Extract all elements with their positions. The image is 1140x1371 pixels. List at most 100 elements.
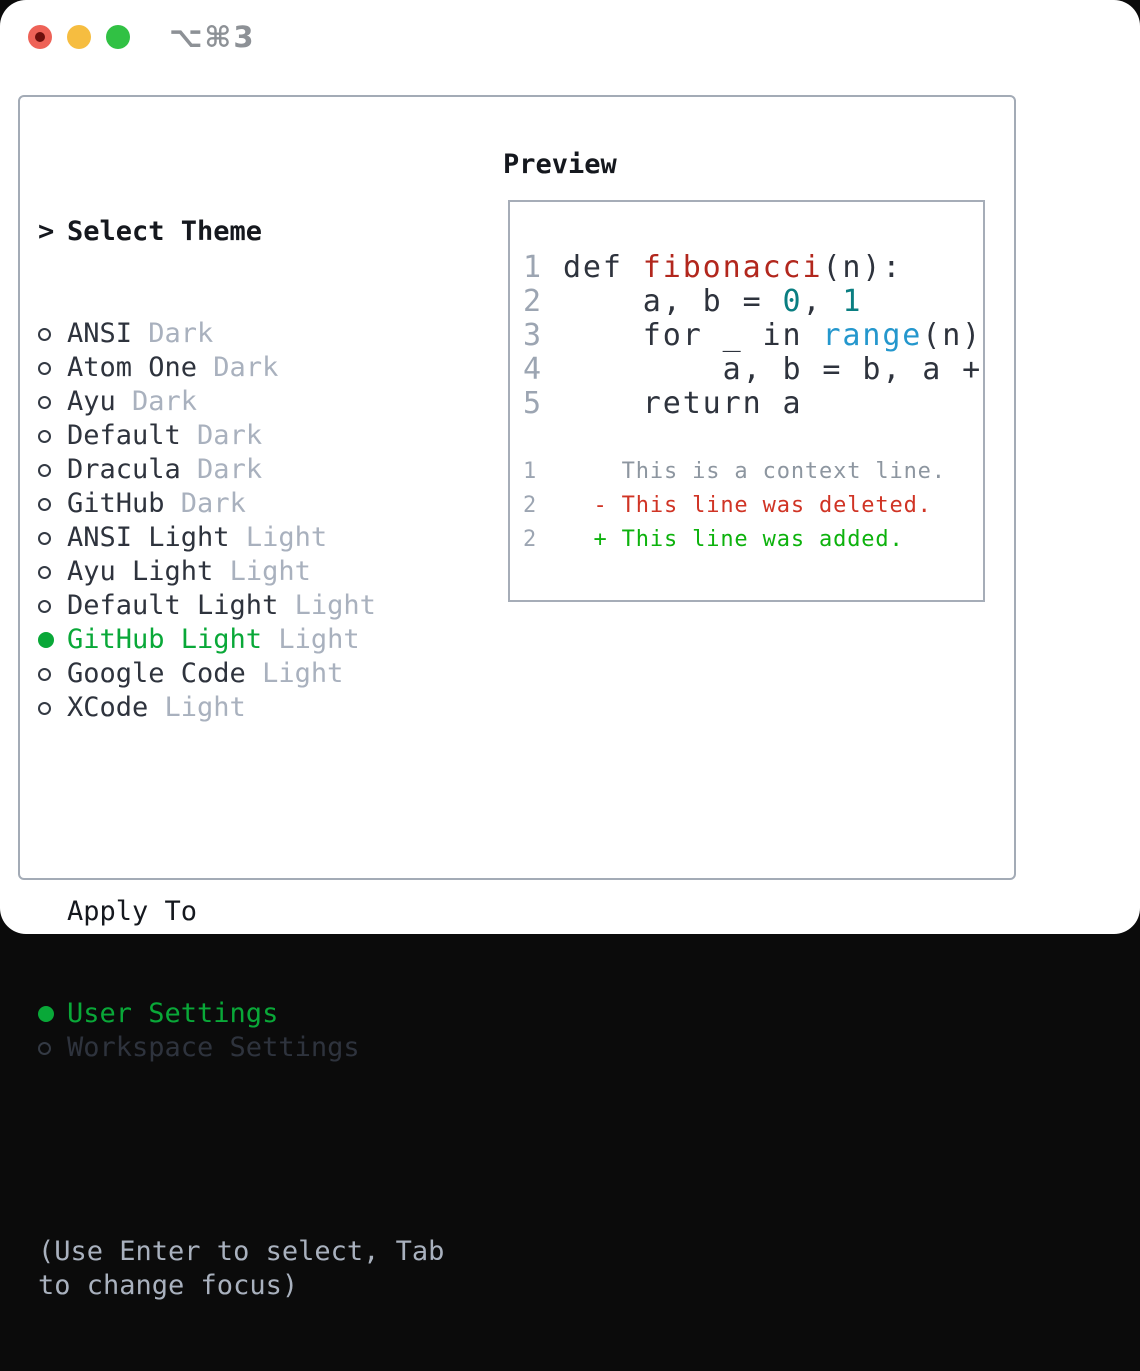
code-segment: a, b = b, a + b — [562, 352, 985, 387]
theme-name: Atom One — [67, 352, 198, 383]
theme-option[interactable]: ANSI Light Light — [38, 521, 500, 555]
theme-name: Ayu Light — [67, 556, 214, 587]
apply-to-name: User Settings — [67, 998, 279, 1029]
app-window: ⌥⌘3 > Select Theme ANSI Dark Atom One Dark… — [0, 0, 1140, 1301]
code-segment: return a — [562, 386, 803, 421]
apply-to-header-row: Apply To — [38, 895, 500, 929]
diff-line: 1 This is a context line. — [523, 455, 983, 489]
tui-panel: > Select Theme ANSI Dark Atom One Dark Ayu … — [18, 95, 1016, 1301]
code-segment: for _ in — [562, 318, 823, 353]
apply-to-name: Workspace Settings — [67, 1032, 360, 1063]
radio-icon — [38, 1041, 51, 1055]
radio-icon — [38, 667, 51, 681]
close-button-icon[interactable] — [28, 25, 52, 49]
theme-name: Default — [67, 420, 181, 451]
apply-to-header: Apply To — [67, 896, 198, 927]
theme-option[interactable]: GitHub Dark — [38, 487, 500, 521]
radio-icon — [38, 463, 51, 477]
theme-option[interactable]: Google Code Light — [38, 657, 500, 691]
line-number: 4 — [523, 352, 563, 387]
code-line: 5 return a — [523, 387, 983, 421]
theme-option[interactable]: GitHub Light Light — [38, 623, 500, 657]
spacer — [38, 1133, 500, 1167]
theme-name: Default Light — [67, 590, 279, 621]
radio-selected-icon — [38, 632, 54, 648]
theme-variant: Dark — [180, 454, 263, 485]
theme-list-header-row: > Select Theme — [38, 215, 500, 249]
theme-option[interactable]: ANSI Dark — [38, 317, 500, 351]
theme-name: XCode — [67, 692, 149, 723]
minimize-button-icon[interactable] — [67, 25, 91, 49]
theme-option[interactable]: XCode Light — [38, 691, 500, 725]
apply-to-option[interactable]: User Settings — [38, 997, 500, 1031]
radio-icon — [38, 361, 51, 375]
radio-icon — [38, 327, 51, 341]
theme-name: Ayu — [67, 386, 116, 417]
code-segment: fibonacci — [642, 250, 823, 285]
theme-name: GitHub Light — [67, 624, 263, 655]
window-title: ⌥⌘3 — [169, 20, 256, 54]
theme-list-header: Select Theme — [67, 216, 263, 247]
theme-option[interactable]: Ayu Light Light — [38, 555, 500, 589]
code-segment: 0 — [782, 284, 803, 319]
theme-variant: Dark — [164, 488, 246, 519]
line-number: 1 — [523, 459, 594, 484]
radio-icon — [38, 497, 51, 511]
radio-selected-icon — [38, 1006, 54, 1022]
apply-to-option[interactable]: Workspace Settings — [38, 1031, 500, 1065]
radio-icon — [38, 701, 51, 715]
theme-option[interactable]: Atom One Dark — [38, 351, 500, 385]
code-segment: , — [802, 284, 843, 319]
diff-text: - This line was deleted. — [593, 493, 932, 518]
theme-name: ANSI — [67, 318, 133, 349]
code-line: 1 def fibonacci(n): — [523, 251, 983, 285]
line-number: 2 — [523, 284, 563, 319]
theme-variant: Light — [213, 556, 311, 587]
code-line: 4 a, b = b, a + b — [523, 353, 983, 387]
help-text: (Use Enter to select, Tab to change focu… — [38, 1236, 445, 1301]
theme-variant: Light — [262, 624, 360, 655]
titlebar: ⌥⌘3 — [28, 20, 256, 54]
blank-line — [523, 421, 983, 455]
line-number: 2 — [523, 493, 594, 518]
theme-list: ANSI Dark Atom One Dark Ayu Dark Default Da… — [38, 317, 500, 725]
diff-line: 2 - This line was deleted. — [523, 489, 983, 523]
spacer — [38, 793, 500, 827]
diff-text: This is a context line. — [593, 459, 946, 484]
apply-to-list: User Settings Workspace Settings — [38, 997, 500, 1065]
code-line: 2 a, b = 0, 1 — [523, 285, 983, 319]
radio-icon — [38, 599, 51, 613]
theme-variant: Dark — [197, 352, 279, 383]
theme-name: GitHub — [67, 488, 165, 519]
code-segment: def — [562, 250, 643, 285]
code-segment: (n): — [822, 250, 903, 285]
theme-option[interactable]: Default Dark — [38, 419, 500, 453]
theme-name: Dracula — [67, 454, 181, 485]
theme-name: ANSI Light — [67, 522, 230, 553]
radio-icon — [38, 429, 51, 443]
zoom-button-icon[interactable] — [106, 25, 130, 49]
code-segment: 1 — [842, 284, 863, 319]
radio-icon — [38, 531, 51, 545]
line-number: 3 — [523, 318, 563, 353]
theme-variant: Light — [148, 692, 246, 723]
theme-option[interactable]: Ayu Dark — [38, 385, 500, 419]
code-line: 3 for _ in range(n): — [523, 319, 983, 353]
code-segment: (n): — [922, 318, 983, 353]
theme-variant: Dark — [132, 318, 214, 349]
diff-line: 2 + This line was added. — [523, 523, 983, 557]
theme-selector: > Select Theme ANSI Dark Atom One Dark Ayu … — [38, 147, 500, 1371]
radio-icon — [38, 395, 51, 409]
line-number: 1 — [523, 250, 563, 285]
theme-variant: Dark — [180, 420, 263, 451]
line-number: 5 — [523, 386, 563, 421]
theme-option[interactable]: Default Light Light — [38, 589, 500, 623]
theme-variant: Dark — [115, 386, 198, 417]
radio-icon — [38, 565, 51, 579]
theme-name: Google Code — [67, 658, 246, 689]
code-segment: range — [822, 318, 923, 353]
diff-text: + This line was added. — [593, 527, 904, 552]
theme-option[interactable]: Dracula Dark — [38, 453, 500, 487]
